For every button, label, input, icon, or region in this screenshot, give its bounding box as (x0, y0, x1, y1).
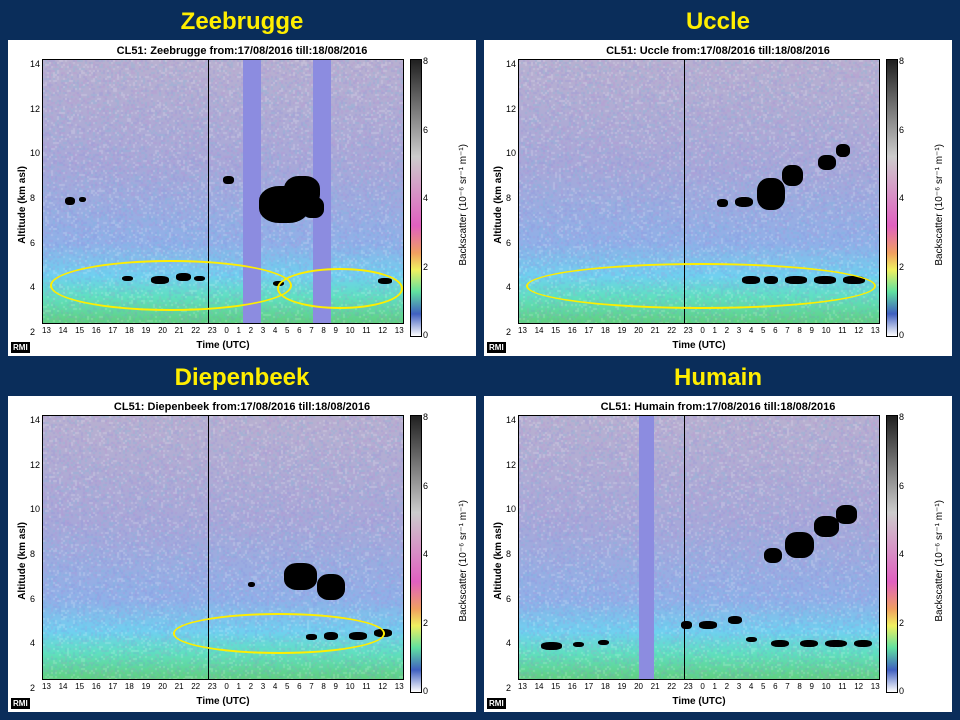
colorbar: 02468 (886, 59, 898, 337)
colorbar: 02468 (410, 415, 422, 693)
station-cell-zeebrugge: Zeebrugge CL51: Zeebrugge from:17/08/2016… (8, 8, 476, 356)
highlight-ellipse (277, 268, 403, 309)
station-title: Diepenbeek (175, 364, 310, 392)
station-cell-uccle: Uccle CL51: Uccle from:17/08/2016 till:18… (484, 8, 952, 356)
x-axis-label: Time (UTC) (42, 340, 404, 351)
station-title: Humain (674, 364, 762, 392)
colorbar: 02468 (886, 415, 898, 693)
highlight-ellipse (173, 613, 386, 654)
chart-title: CL51: Uccle from:17/08/2016 till:18/08/2… (485, 45, 951, 57)
cloud-detection (699, 621, 717, 629)
cloud-detection (771, 640, 789, 648)
y-axis-label: Altitude (km asl) (491, 522, 506, 600)
colorbar-label: Backscatter (10⁻⁶ sr⁻¹ m⁻¹) (458, 144, 469, 266)
chart-title: CL51: Diepenbeek from:17/08/2016 till:18… (9, 401, 475, 413)
cloud-detection (757, 178, 786, 210)
logo-badge: RMI (11, 698, 30, 709)
x-axis-ticks: 1314151617181920212223012345678910111213 (42, 680, 404, 696)
chart-panel: CL51: Uccle from:17/08/2016 till:18/08/2… (484, 40, 952, 356)
x-axis-label: Time (UTC) (518, 696, 880, 707)
y-axis-label: Altitude (km asl) (15, 522, 30, 600)
cloud-detection (317, 574, 346, 600)
cloud-detection (541, 642, 563, 650)
plot-area (42, 59, 404, 324)
chart-title: CL51: Zeebrugge from:17/08/2016 till:18/… (9, 45, 475, 57)
cloud-detection (302, 197, 324, 218)
station-title: Uccle (686, 8, 750, 36)
cloud-detection (223, 176, 234, 184)
cloud-detection (735, 197, 753, 208)
cloud-detection (785, 532, 814, 558)
logo-badge: RMI (11, 342, 30, 353)
chart-panel: CL51: Zeebrugge from:17/08/2016 till:18/… (8, 40, 476, 356)
colorbar-label: Backscatter (10⁻⁶ sr⁻¹ m⁻¹) (934, 500, 945, 622)
colorbar-label: Backscatter (10⁻⁶ sr⁻¹ m⁻¹) (934, 144, 945, 266)
cloud-detection (764, 548, 782, 564)
station-cell-diepenbeek: Diepenbeek CL51: Diepenbeek from:17/08/20… (8, 364, 476, 712)
cloud-detection (836, 505, 858, 523)
colorbar-label: Backscatter (10⁻⁶ sr⁻¹ m⁻¹) (458, 500, 469, 622)
x-axis-label: Time (UTC) (42, 696, 404, 707)
y-axis-ticks: 2468101214 (506, 59, 518, 337)
cloud-detection (598, 640, 609, 645)
data-gap-band (639, 416, 655, 679)
chart-panel: CL51: Humain from:17/08/2016 till:18/08/… (484, 396, 952, 712)
plot-area (518, 59, 880, 324)
cloud-detection (825, 640, 847, 648)
cloud-detection (284, 563, 316, 589)
station-cell-humain: Humain CL51: Humain from:17/08/2016 till:… (484, 364, 952, 712)
backscatter-heatmap (519, 416, 879, 679)
y-axis-ticks: 2468101214 (30, 59, 42, 337)
cloud-detection (681, 621, 692, 629)
cloud-detection (836, 144, 850, 157)
x-axis-ticks: 1314151617181920212223012345678910111213 (42, 324, 404, 340)
x-axis-label: Time (UTC) (518, 340, 880, 351)
cloud-detection (248, 582, 255, 587)
midnight-divider (684, 416, 685, 679)
x-axis-ticks: 1314151617181920212223012345678910111213 (518, 324, 880, 340)
highlight-ellipse (526, 263, 876, 309)
y-axis-label: Altitude (km asl) (491, 166, 506, 244)
cloud-detection (800, 640, 818, 648)
cloud-detection (818, 155, 836, 171)
cloud-detection (782, 165, 804, 186)
cloud-detection (717, 199, 728, 207)
highlight-ellipse (50, 260, 292, 311)
x-axis-ticks: 1314151617181920212223012345678910111213 (518, 680, 880, 696)
chart-panel: CL51: Diepenbeek from:17/08/2016 till:18… (8, 396, 476, 712)
colorbar: 02468 (410, 59, 422, 337)
chart-title: CL51: Humain from:17/08/2016 till:18/08/… (485, 401, 951, 413)
station-title: Zeebrugge (181, 8, 304, 36)
plot-area (42, 415, 404, 680)
y-axis-ticks: 2468101214 (30, 415, 42, 693)
logo-badge: RMI (487, 698, 506, 709)
y-axis-ticks: 2468101214 (506, 415, 518, 693)
cloud-detection (746, 637, 757, 642)
cloud-detection (854, 640, 872, 648)
plot-area (518, 415, 880, 680)
cloud-detection (65, 197, 76, 205)
y-axis-label: Altitude (km asl) (15, 166, 30, 244)
panel-grid: Zeebrugge CL51: Zeebrugge from:17/08/2016… (0, 0, 960, 720)
cloud-detection (79, 197, 86, 202)
cloud-detection (728, 616, 742, 624)
logo-badge: RMI (487, 342, 506, 353)
